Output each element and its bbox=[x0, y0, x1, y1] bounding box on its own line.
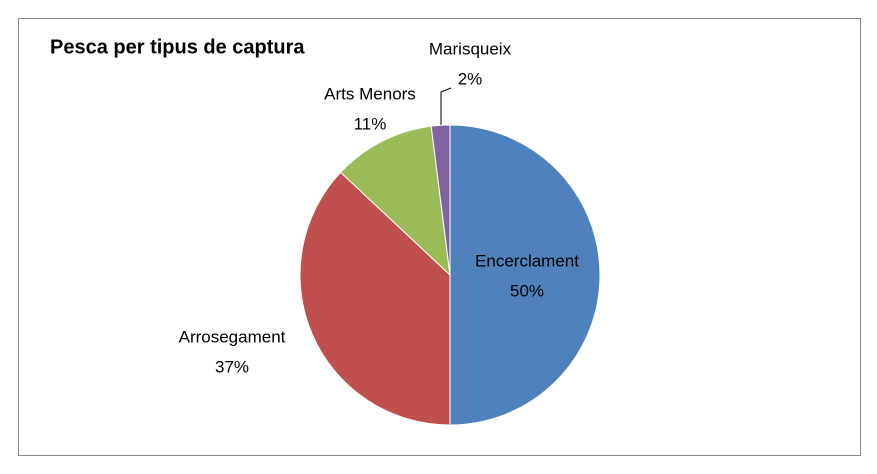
slice-label: Arts Menors bbox=[324, 84, 416, 103]
chart-title: Pesca per tipus de captura bbox=[50, 36, 305, 58]
pie-slice bbox=[449, 124, 601, 426]
pie-slice bbox=[339, 125, 451, 277]
slice-label: Arrosegament bbox=[179, 327, 286, 346]
pie-slice bbox=[299, 171, 451, 426]
slice-value-label: 37% bbox=[215, 357, 249, 376]
slice-label: Marisqueix bbox=[429, 39, 512, 58]
slice-label: Encerclament bbox=[475, 251, 579, 270]
pie-slice bbox=[430, 124, 451, 276]
slice-value-label: 11% bbox=[354, 114, 387, 133]
leader-line bbox=[440, 87, 452, 126]
slice-value-label: 2% bbox=[458, 69, 483, 88]
slice-value-label: 50% bbox=[510, 281, 544, 300]
